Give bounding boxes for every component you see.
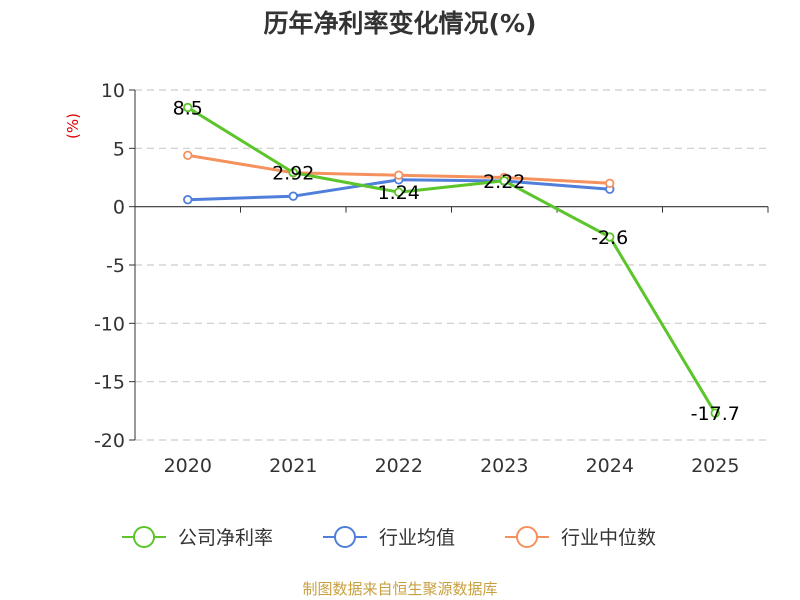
legend-marker [334, 526, 356, 548]
legend-marker [516, 526, 538, 548]
data-label: -17.7 [691, 403, 740, 425]
data-point [605, 232, 615, 242]
data-point [605, 178, 615, 189]
y-tick-label: 10 [101, 80, 125, 102]
grid-lines [135, 89, 768, 441]
legend-item-2[interactable]: 行业中位数 [505, 526, 656, 549]
x-tick-label: 2021 [269, 455, 317, 477]
series-line-0 [187, 106, 717, 414]
legend-marker [133, 526, 155, 548]
data-point [499, 176, 509, 186]
x-tick-label: 2022 [375, 455, 423, 477]
legend-item-0[interactable]: 公司净利率 [122, 526, 273, 549]
chart-title: 历年净利率变化情况(%) [264, 9, 537, 38]
data-point [710, 408, 720, 418]
y-tick-label: -10 [94, 313, 125, 335]
y-tick-label: 0 [113, 197, 125, 219]
data-label: 8.5 [173, 98, 203, 120]
y-tick-label: -20 [94, 430, 125, 452]
y-tick-label: -15 [94, 372, 125, 394]
y-axis-unit: (%) [64, 113, 82, 139]
legend-label: 行业均值 [379, 527, 455, 549]
x-tick-label: 2020 [164, 455, 212, 477]
x-tick-label: 2024 [586, 455, 634, 477]
data-point [394, 170, 404, 180]
data-point [183, 150, 193, 161]
y-tick-label: 5 [113, 138, 125, 160]
legend-label: 行业中位数 [561, 527, 656, 549]
data-point [288, 167, 298, 178]
data-point [394, 187, 404, 197]
data-label: -2.6 [591, 227, 628, 249]
data-point [183, 102, 193, 113]
legend[interactable]: 公司净利率 行业均值 行业中位数 [122, 526, 656, 549]
y-tick-label: -5 [106, 255, 125, 277]
data-label: 2.92 [272, 163, 314, 185]
data-point [183, 194, 193, 205]
axes: 10 5 0 -5 -10 -15 -20 2020 2021 2022 2023 2024 2025 [94, 80, 769, 477]
data-labels: 8.5 2.92 1.24 2.22 -2.6 -17.7 [173, 98, 740, 426]
data-point [288, 191, 298, 201]
legend-item-1[interactable]: 行业均值 [323, 526, 455, 549]
data-source: 制图数据来自恒生聚源数据库 [302, 580, 497, 598]
data-label: 1.24 [378, 182, 420, 204]
legend-label: 公司净利率 [178, 527, 273, 549]
series-layer [183, 102, 720, 418]
x-tick-label: 2025 [691, 455, 739, 477]
data-label: 2.22 [483, 171, 525, 193]
x-tick-label: 2023 [480, 455, 528, 477]
